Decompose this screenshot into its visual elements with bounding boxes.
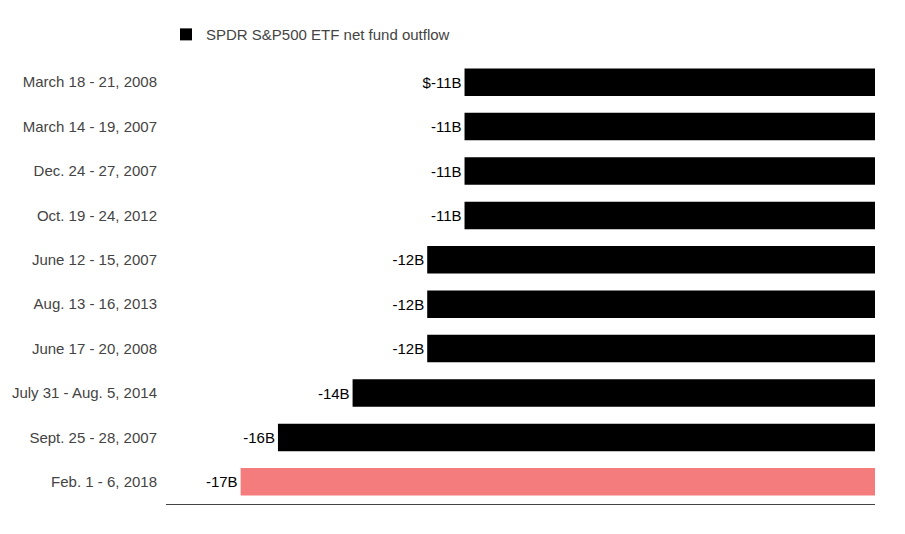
- svg-text:-11B: -11B: [431, 118, 462, 135]
- svg-text:Oct. 19 - 24, 2012: Oct. 19 - 24, 2012: [37, 207, 157, 224]
- svg-text:June 17 - 20, 2008: June 17 - 20, 2008: [32, 340, 157, 357]
- svg-text:June 12 - 15, 2007: June 12 - 15, 2007: [32, 251, 157, 268]
- svg-text:July 31 - Aug. 5, 2014: July 31 - Aug. 5, 2014: [12, 384, 157, 401]
- svg-text:-14B: -14B: [318, 385, 350, 402]
- svg-text:-11B: -11B: [431, 207, 462, 224]
- svg-text:March 14 - 19, 2007: March 14 - 19, 2007: [23, 118, 157, 135]
- svg-text:-11B: -11B: [431, 163, 462, 180]
- svg-text:-12B: -12B: [393, 340, 425, 357]
- svg-text:SPDR S&P500 ETF net fund outfl: SPDR S&P500 ETF net fund outflow: [206, 26, 450, 43]
- svg-text:Dec. 24 - 27, 2007: Dec. 24 - 27, 2007: [34, 162, 157, 179]
- svg-text:-12B: -12B: [393, 296, 425, 313]
- svg-text:-17B: -17B: [206, 473, 238, 490]
- svg-text:Feb. 1 - 6, 2018: Feb. 1 - 6, 2018: [51, 473, 157, 490]
- svg-text:Sept. 25 - 28, 2007: Sept. 25 - 28, 2007: [29, 429, 157, 446]
- svg-text:$-11B: $-11B: [423, 74, 462, 91]
- svg-text:-16B: -16B: [243, 429, 275, 446]
- svg-text:March 18 - 21, 2008: March 18 - 21, 2008: [23, 73, 157, 90]
- svg-text:Aug. 13 - 16, 2013: Aug. 13 - 16, 2013: [34, 295, 157, 312]
- svg-text:-12B: -12B: [393, 251, 425, 268]
